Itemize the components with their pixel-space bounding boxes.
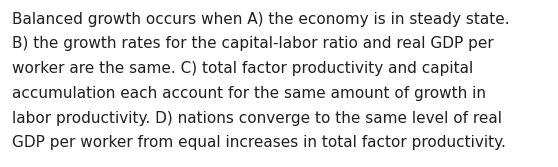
Text: worker are the same. C) total factor productivity and capital: worker are the same. C) total factor pro… xyxy=(12,61,474,76)
Text: B) the growth rates for the capital-labor ratio and real GDP per: B) the growth rates for the capital-labo… xyxy=(12,36,494,51)
Text: GDP per worker from equal increases in total factor productivity.: GDP per worker from equal increases in t… xyxy=(12,135,506,150)
Text: labor productivity. D) nations converge to the same level of real: labor productivity. D) nations converge … xyxy=(12,111,502,126)
Text: accumulation each account for the same amount of growth in: accumulation each account for the same a… xyxy=(12,86,486,101)
Text: Balanced growth occurs when A) the economy is in steady state.: Balanced growth occurs when A) the econo… xyxy=(12,12,510,27)
